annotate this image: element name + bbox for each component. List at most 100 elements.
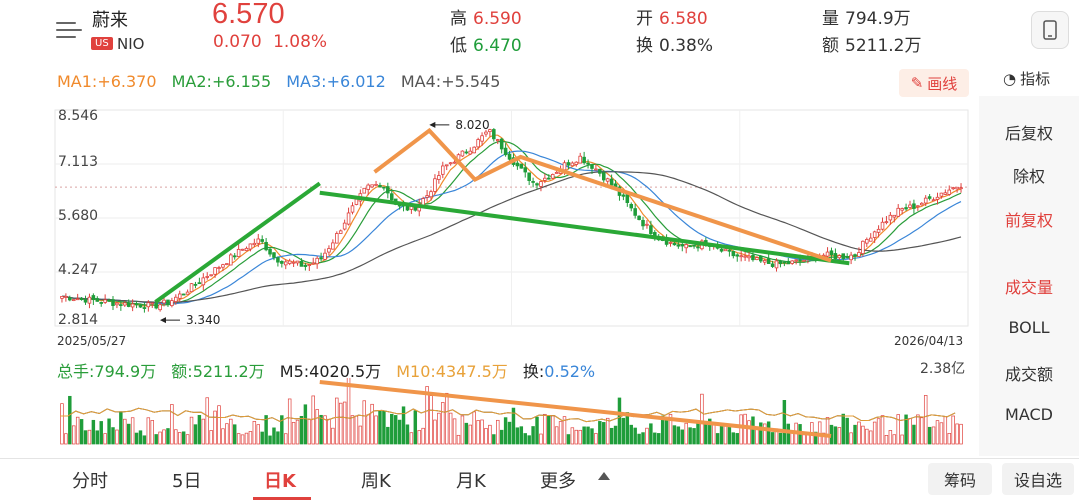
volume-bar	[590, 428, 594, 445]
chips-button[interactable]: 筹码	[928, 463, 992, 495]
candle-body	[684, 244, 688, 249]
volume-bar	[452, 418, 457, 445]
tab-more[interactable]: 更多	[540, 471, 576, 492]
candle-body	[523, 167, 528, 173]
volume-bar	[821, 432, 826, 445]
volume-bar	[759, 422, 763, 445]
volume-bar	[723, 424, 728, 445]
volume-bar	[390, 413, 394, 445]
y-tick-label: 5.680	[58, 208, 99, 224]
volume-bar	[523, 433, 527, 445]
candle-body	[142, 307, 147, 309]
volume-bar	[154, 434, 158, 445]
volume-bar	[637, 433, 641, 445]
high-label: 高	[450, 9, 467, 29]
gauge-icon: ◔	[1003, 70, 1017, 88]
volume-bar	[621, 417, 626, 445]
volume-bar	[499, 429, 504, 445]
tab-weekly-k[interactable]: 周K	[361, 471, 391, 492]
candle-body	[444, 164, 449, 167]
volume-bar	[433, 419, 437, 445]
volume-bar	[429, 395, 433, 445]
volume-bar	[519, 426, 524, 445]
m10-line	[60, 407, 956, 423]
volume-bar	[547, 415, 551, 445]
tab-5day[interactable]: 5日	[172, 471, 202, 492]
volume-bar	[178, 432, 182, 445]
candle-body	[543, 177, 547, 181]
volume-bar	[711, 422, 716, 445]
volume-bar	[185, 434, 190, 445]
volume-bar	[232, 424, 237, 445]
candle-body	[927, 196, 932, 199]
candle-body	[920, 202, 924, 206]
volume-bar	[276, 431, 280, 445]
candle-body	[87, 296, 92, 304]
candle-body	[888, 214, 893, 221]
volume-bar	[358, 425, 363, 445]
candle-body	[346, 212, 351, 225]
candle-body	[527, 172, 531, 182]
volume-bar	[60, 403, 64, 445]
volume-bar	[935, 420, 940, 445]
amount-label: 额	[822, 36, 839, 56]
candlestick-chart[interactable]: 8.020 3.340	[0, 96, 980, 351]
volume-indicator-option[interactable]: 成交量	[1004, 278, 1053, 297]
tab-daily-k[interactable]: 日K	[264, 471, 296, 492]
candle-body	[574, 161, 579, 165]
draw-line-button[interactable]: ✎ 画线	[899, 69, 969, 97]
menu-icon[interactable]	[56, 20, 82, 40]
candle-body	[947, 189, 952, 195]
back-adjust-option[interactable]: 后复权	[1004, 124, 1053, 143]
volume-bar	[75, 416, 80, 445]
volume-bar	[272, 427, 276, 445]
candle-body	[735, 254, 740, 257]
volume-bar	[441, 402, 445, 445]
ex-rights-option[interactable]: 除权	[1012, 167, 1045, 186]
pencil-icon: ✎	[910, 74, 924, 92]
candle-body	[778, 260, 783, 265]
candle-body	[578, 155, 582, 164]
candle-body	[884, 221, 889, 224]
vol-turnover-label: 换:	[522, 362, 545, 381]
candle-body	[177, 293, 182, 299]
candle-body	[857, 252, 861, 257]
volume-bar	[747, 420, 751, 445]
macd-indicator-option[interactable]: MACD	[1005, 405, 1053, 424]
green-downtrend-line	[319, 190, 850, 266]
landscape-toggle-button[interactable]	[1031, 11, 1069, 49]
tab-monthly-k[interactable]: 月K	[456, 471, 486, 492]
price-change: 0.070 1.08%	[213, 32, 327, 52]
candle-body	[441, 165, 445, 175]
candle-body	[476, 139, 480, 148]
candle-body	[499, 138, 504, 150]
stat-open: 开 6.580	[636, 4, 708, 29]
volume-bar	[715, 433, 720, 445]
candle-body	[829, 250, 834, 256]
candle-body	[629, 203, 634, 209]
candle-body	[123, 302, 127, 306]
volume-bar	[362, 400, 366, 445]
boll-indicator-option[interactable]: BOLL	[1008, 318, 1050, 337]
ma2-value: MA2:+6.155	[171, 72, 272, 91]
candle-body	[825, 251, 830, 257]
volume-chart[interactable]	[0, 378, 980, 448]
candle-body	[221, 264, 225, 268]
forward-adjust-option[interactable]: 前复权	[1004, 211, 1053, 230]
candle-body	[323, 252, 327, 260]
indicator-button[interactable]: ◔ 指标	[1003, 68, 1050, 89]
amount-indicator-option[interactable]: 成交额	[1004, 365, 1053, 384]
volume-bar	[888, 430, 893, 445]
tab-intraday[interactable]: 分时	[72, 471, 108, 492]
candle-body	[755, 257, 759, 261]
volume-bar	[735, 433, 739, 445]
volume-bar	[476, 420, 480, 445]
candle-body	[468, 150, 473, 155]
chevron-up-icon[interactable]	[598, 472, 610, 480]
candle-body	[307, 264, 312, 266]
candle-body	[75, 298, 80, 301]
candle-body	[939, 192, 944, 197]
y-tick-label: 4.247	[58, 262, 99, 278]
add-watchlist-button[interactable]: 设自选	[1002, 463, 1074, 495]
volume-bar	[342, 401, 347, 445]
